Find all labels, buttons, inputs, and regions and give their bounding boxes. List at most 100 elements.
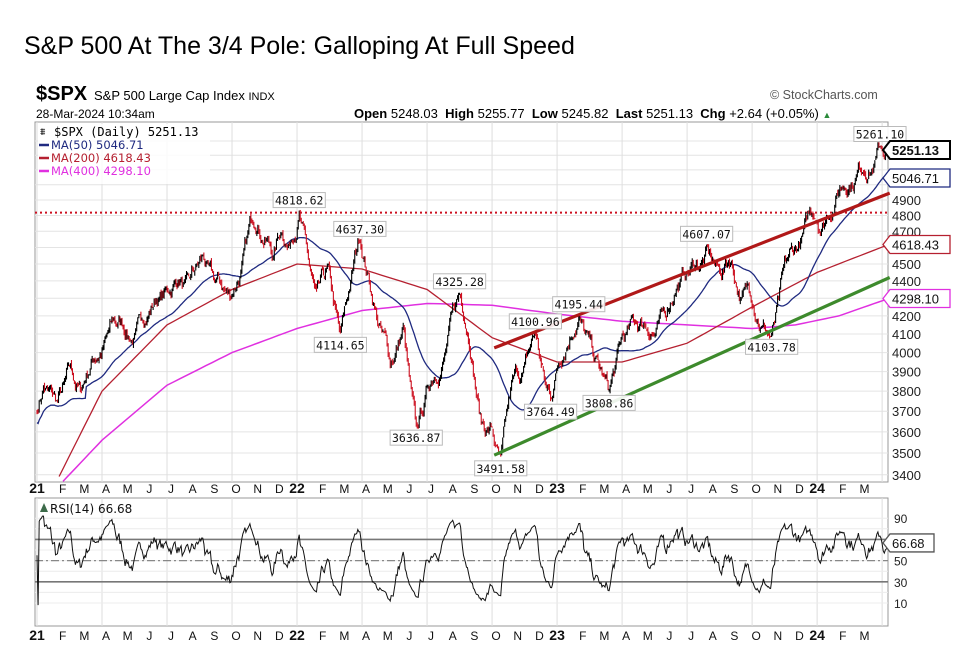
y-tick-label: 3700	[892, 404, 921, 419]
annotation-label: 3636.87	[392, 431, 441, 445]
x-tick-label: D	[795, 482, 804, 496]
x-tick-label: A	[449, 482, 457, 496]
rsi-tick-label: 90	[894, 512, 908, 526]
x-tick-label: S	[210, 629, 218, 643]
x-tick-label: S	[730, 629, 738, 643]
x-tick-label: A	[189, 482, 197, 496]
x-tick-label: O	[751, 629, 760, 643]
x-tick-label: N	[513, 482, 522, 496]
x-tick-label: M	[643, 482, 653, 496]
x-tick-label: D	[535, 629, 544, 643]
x-tick-label: A	[709, 482, 717, 496]
legend-ma200: MA(200) 4618.43	[51, 151, 151, 165]
legend-ma400: MA(400) 4298.10	[51, 164, 151, 178]
x-tick-label: J	[406, 482, 412, 496]
x-tick-label: J	[406, 629, 412, 643]
annotation-box	[333, 220, 387, 237]
low-value: 5245.82	[561, 106, 609, 121]
annotation-box	[313, 336, 367, 353]
last-label: Last	[615, 106, 643, 121]
datetime: 28-Mar-2024 10:34am	[36, 107, 155, 121]
y-tick-label: 3800	[892, 384, 921, 399]
last-price-value: 5251.13	[892, 143, 939, 158]
x-tick-label: F	[59, 629, 66, 643]
x-tick-label: J	[688, 629, 694, 643]
x-tick-label: A	[189, 629, 197, 643]
x-tick-label: M	[339, 629, 349, 643]
x-tick-label: N	[513, 629, 522, 643]
ma200-line	[58, 243, 889, 477]
legend-rsi: RSI(14) 66.68	[50, 502, 132, 516]
ma200-last-value: 4618.43	[892, 237, 939, 252]
y-tick-label: 3500	[892, 446, 921, 461]
x-tick-label: N	[253, 482, 262, 496]
x-tick-label: F	[839, 482, 846, 496]
exchange: INDX	[248, 91, 275, 103]
ma50-last-box	[882, 168, 951, 188]
x-tick-label: A	[362, 482, 370, 496]
x-tick-label: J	[428, 482, 434, 496]
x-tick-label: S	[210, 482, 218, 496]
x-tick-label: A	[709, 629, 717, 643]
annotation-box	[432, 273, 487, 290]
x-tick-label: M	[79, 629, 89, 643]
x-tick-label: F	[579, 629, 586, 643]
x-tick-label: M	[383, 629, 393, 643]
slide-title: S&P 500 At The 3/4 Pole: Galloping At Fu…	[24, 32, 575, 60]
x-tick-label: D	[535, 482, 544, 496]
chg-value: +2.64 (+0.05%)	[729, 106, 819, 121]
x-tick-label: J	[666, 482, 672, 496]
annotation-box	[853, 126, 907, 143]
x-tick-label: A	[362, 629, 370, 643]
annotation-box	[272, 192, 326, 209]
x-tick-label: D	[275, 629, 284, 643]
description: S&P 500 Large Cap Index	[94, 88, 245, 103]
x-tick-label: M	[643, 629, 653, 643]
x-tick-label: M	[383, 482, 393, 496]
rsi-tick-label: 50	[894, 555, 908, 569]
rsi-last-box	[882, 533, 935, 553]
annotation-label: 5261.10	[856, 128, 905, 142]
x-tick-label: S	[730, 482, 738, 496]
x-tick-label: J	[146, 629, 152, 643]
x-tick-label: M	[859, 482, 869, 496]
x-tick-label: 22	[289, 480, 305, 496]
x-tick-label: J	[428, 629, 434, 643]
x-tick-label: A	[102, 482, 110, 496]
x-tick-label: M	[79, 482, 89, 496]
x-tick-label: J	[168, 482, 174, 496]
stockcharts-credit: © StockCharts.com	[770, 88, 878, 102]
x-tick-label: O	[491, 629, 500, 643]
annotation-label: 4195.44	[555, 298, 604, 312]
y-tick-label: 3400	[892, 468, 921, 483]
x-tick-label: M	[123, 482, 133, 496]
legend-price: $SPX (Daily) 5251.13	[54, 125, 199, 139]
y-tick-label: 4900	[892, 193, 921, 208]
x-tick-label: S	[470, 482, 478, 496]
x-tick-label: A	[622, 482, 630, 496]
y-tick-label: 4800	[892, 208, 921, 223]
open-label: Open	[354, 106, 388, 121]
high-value: 5255.77	[477, 106, 525, 121]
y-tick-label: 3600	[892, 425, 921, 440]
high-label: High	[445, 106, 474, 121]
x-tick-label: J	[146, 482, 152, 496]
last-value: 5251.13	[646, 106, 694, 121]
y-tick-label: 4200	[892, 309, 921, 324]
annotation-label: 3808.86	[585, 396, 634, 410]
annotation-label: 3764.49	[526, 405, 575, 419]
ma50-line	[36, 171, 890, 425]
x-tick-label: F	[319, 482, 326, 496]
x-tick-label: N	[773, 482, 782, 496]
x-tick-label: J	[168, 629, 174, 643]
annotation-label: 3491.58	[477, 462, 526, 476]
rsi-last-value: 66.68	[892, 536, 925, 551]
lower-trendline	[493, 276, 891, 457]
symbol: $SPX	[36, 83, 88, 105]
rsi-tick-label: 30	[894, 576, 908, 590]
y-tick-label: 4100	[892, 327, 921, 342]
x-tick-label: M	[599, 482, 609, 496]
last-price-box	[881, 140, 951, 160]
x-tick-label: N	[773, 629, 782, 643]
x-tick-label: S	[470, 629, 478, 643]
